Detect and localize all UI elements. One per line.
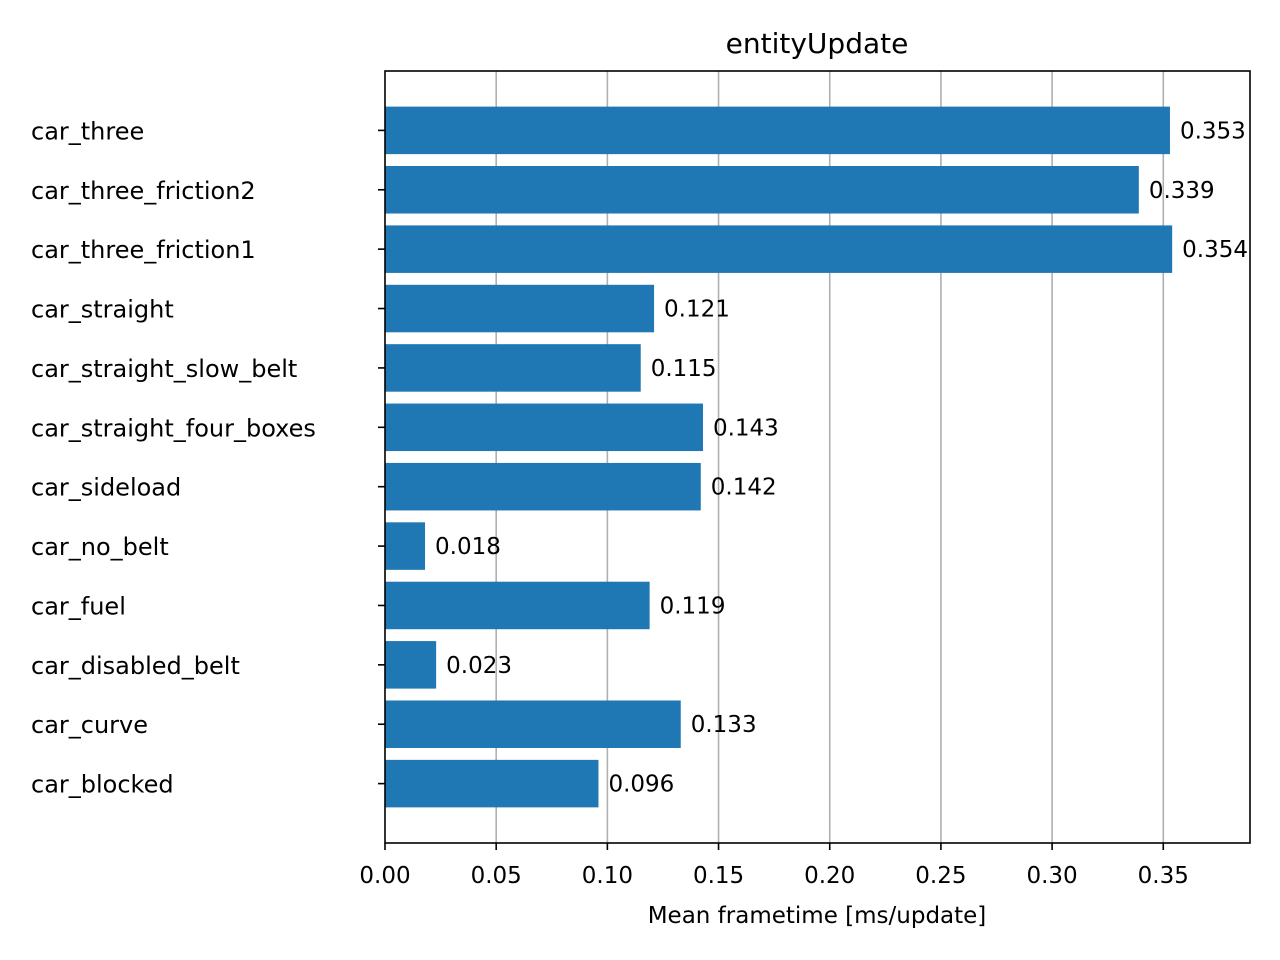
bar	[385, 759, 599, 808]
category-label: car_blocked	[31, 771, 174, 799]
bar	[385, 403, 703, 452]
bar	[385, 284, 655, 333]
data-label: 0.096	[608, 772, 674, 798]
x-tick-label: 0.20	[804, 863, 855, 889]
bar	[385, 462, 701, 511]
x-axis-ticks: 0.00 0.05 0.10 0.15 0.20 0.25 0.30 0.35	[359, 843, 1189, 889]
x-tick-label: 0.35	[1138, 863, 1189, 889]
x-tick-label: 0.10	[582, 863, 633, 889]
bar	[385, 641, 437, 689]
x-tick-label: 0.15	[693, 863, 744, 889]
category-label: car_three_friction1	[31, 236, 256, 264]
data-label: 0.143	[713, 415, 779, 441]
x-tick-label: 0.30	[1026, 863, 1077, 889]
bar	[385, 166, 1139, 214]
data-labels: 0.353 0.339 0.354 0.121 0.115 0.143 0.142 0.018…	[435, 118, 1248, 797]
x-axis-label: Mean frametime [ms/update]	[648, 903, 987, 929]
data-label: 0.119	[660, 593, 726, 619]
category-label: car_no_belt	[31, 533, 169, 561]
x-tick-label: 0.00	[359, 863, 410, 889]
x-tick-label: 0.05	[471, 863, 522, 889]
category-label: car_three	[31, 117, 144, 145]
bar	[385, 522, 426, 570]
data-label: 0.023	[446, 653, 512, 679]
bar	[385, 700, 681, 748]
plot-frame	[384, 70, 1251, 844]
category-label: car_three_friction2	[31, 177, 256, 205]
category-label: car_curve	[31, 711, 148, 739]
data-label: 0.353	[1180, 118, 1246, 144]
category-label: car_sideload	[31, 474, 181, 502]
data-label: 0.121	[664, 297, 730, 323]
data-label: 0.142	[711, 475, 777, 501]
bar	[385, 581, 650, 630]
category-label: car_disabled_belt	[31, 652, 240, 680]
data-label: 0.354	[1182, 237, 1248, 263]
category-label: car_straight	[31, 296, 174, 324]
bar	[385, 344, 641, 392]
bar	[385, 106, 1170, 155]
bar	[385, 225, 1173, 273]
category-label: car_straight_four_boxes	[31, 414, 316, 442]
data-label: 0.133	[691, 712, 757, 738]
category-label: car_fuel	[31, 592, 126, 620]
data-label: 0.339	[1149, 178, 1215, 204]
data-label: 0.018	[435, 534, 501, 560]
data-label: 0.115	[651, 356, 717, 382]
category-label: car_straight_slow_belt	[31, 355, 297, 383]
x-tick-label: 0.25	[915, 863, 966, 889]
bars	[385, 106, 1173, 808]
y-axis-ticks: car_three car_three_friction2 car_three_fr…	[31, 117, 385, 799]
chart-title: entityUpdate	[726, 27, 909, 60]
